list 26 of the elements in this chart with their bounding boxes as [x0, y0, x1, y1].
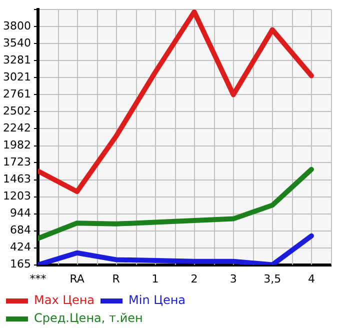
y-tick-label: 2242: [2, 122, 31, 135]
y-tick-label: 1723: [2, 156, 31, 169]
legend-label: Max Цена: [34, 293, 95, 308]
x-tick-label: 3,5: [264, 272, 282, 286]
x-tick-label: RA: [70, 272, 85, 286]
x-tick-label: ***: [30, 272, 47, 286]
y-tick-label: 424: [10, 240, 31, 254]
y-tick-label: 1463: [2, 172, 31, 186]
y-tick-label: 1203: [2, 190, 31, 203]
y-tick-label: 3800: [2, 19, 31, 32]
legend-label: Сред.Цена, т.йен: [34, 311, 143, 326]
y-tick-label: 3540: [2, 36, 31, 50]
legend-label: Min Цена: [128, 293, 186, 308]
y-tick-label: 684: [10, 224, 31, 237]
y-tick-label: 165: [10, 258, 31, 271]
x-tick-label: 2: [190, 272, 198, 286]
y-tick-label: 944: [10, 206, 31, 220]
x-tick-label: 3: [230, 272, 237, 286]
y-tick-label: 1982: [2, 138, 31, 152]
x-tick-label: 1: [152, 272, 159, 286]
y-tick-label: 2761: [2, 88, 31, 101]
y-tick-label: 2502: [2, 104, 31, 118]
y-tick-label: 3021: [2, 70, 31, 84]
x-tick-label: R: [112, 272, 120, 286]
y-tick-label: 3281: [2, 54, 31, 66]
x-tick-label: 4: [308, 272, 315, 286]
